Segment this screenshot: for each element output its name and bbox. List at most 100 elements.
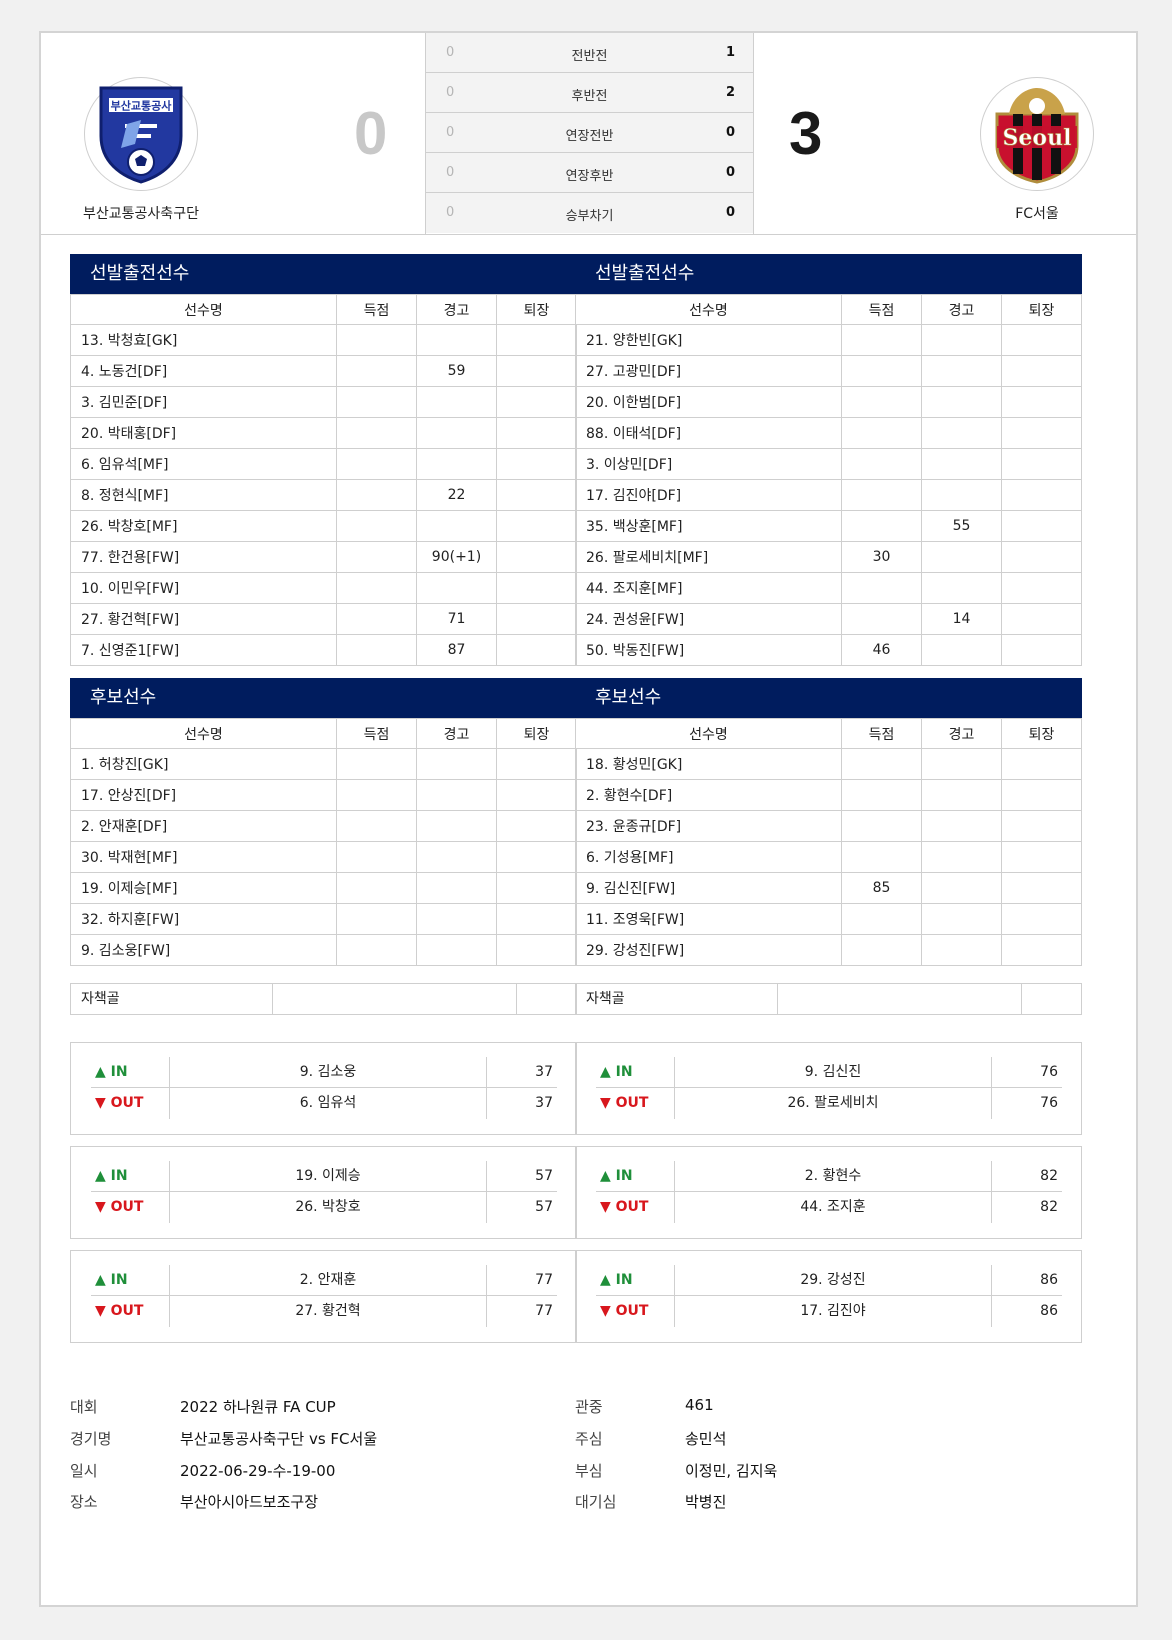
goal-minute-cell xyxy=(336,448,417,480)
sent-off-cell xyxy=(1001,810,1082,842)
away-score: 3 xyxy=(789,100,823,167)
player-row: 17. 안상진[DF] xyxy=(70,779,577,811)
warning-minute-cell xyxy=(416,872,497,904)
player-row: 6. 임유석[MF] xyxy=(70,448,577,480)
player-name-cell: 8. 정현식[MF] xyxy=(70,479,337,511)
goal-minute-cell xyxy=(336,355,417,387)
sub-out-label: ▼ OUT xyxy=(91,1088,170,1119)
sub-out-minute: 57 xyxy=(535,1199,553,1215)
sub-out-minute: 86 xyxy=(1040,1303,1058,1319)
player-row: 26. 박창호[MF] xyxy=(70,510,577,542)
player-name-cell: 23. 윤종규[DF] xyxy=(575,810,842,842)
sent-off-cell xyxy=(496,324,577,356)
player-row: 32. 하지훈[FW] xyxy=(70,903,577,935)
player-row: 2. 안재훈[DF] xyxy=(70,810,577,842)
sent-off-cell xyxy=(496,572,577,604)
player-row: 19. 이제승[MF] xyxy=(70,872,577,904)
player-row: 8. 정현식[MF] 22 xyxy=(70,479,577,511)
sub-out-player: 27. 황건혁 xyxy=(170,1296,487,1327)
col-name-header: 선수명 xyxy=(70,294,337,325)
info-value: 송민석 xyxy=(685,1430,727,1448)
player-row: 26. 팔로세비치[MF] 30 xyxy=(575,541,1082,573)
sent-off-cell xyxy=(496,510,577,542)
period-label: 연장전반 xyxy=(565,129,614,144)
sub-in-player: 9. 김소웅 xyxy=(170,1057,487,1087)
goal-minute-cell xyxy=(336,541,417,573)
sub-out-player: 26. 팔로세비치 xyxy=(675,1088,992,1119)
own-goal-player xyxy=(778,984,1022,1014)
player-name-cell: 27. 황건혁[FW] xyxy=(70,603,337,635)
away-team: Seoul FC서울 xyxy=(980,77,1094,223)
sent-off-cell xyxy=(496,603,577,635)
match-report-card: 부산교통공사 부산교통공사축구단 0 0 전반전 1 0 후반전 2 xyxy=(39,31,1138,1607)
goal-minute-cell xyxy=(841,903,922,935)
warning-minute-cell xyxy=(921,386,1002,418)
sent-off-cell xyxy=(1001,541,1082,573)
sub-in-minute: 76 xyxy=(1040,1064,1058,1080)
goal-minute-cell xyxy=(336,934,417,966)
col-name-header: 선수명 xyxy=(70,718,337,749)
period-home-score: 0 xyxy=(446,165,455,180)
sub-out-player: 44. 조지훈 xyxy=(675,1192,992,1223)
goal-minute-cell xyxy=(336,748,417,780)
sub-out-player: 6. 임유석 xyxy=(170,1088,487,1119)
panel-title: 후보선수 xyxy=(70,678,577,718)
player-row: 3. 이상민[DF] xyxy=(575,448,1082,480)
warning-minute-cell xyxy=(921,810,1002,842)
sent-off-cell xyxy=(1001,448,1082,480)
warning-minute-cell xyxy=(416,779,497,811)
goal-minute-cell xyxy=(336,841,417,873)
table-header-row: 선수명 득점 경고 퇴장 xyxy=(575,294,1082,325)
table-header-row: 선수명 득점 경고 퇴장 xyxy=(70,294,577,325)
warning-minute-cell xyxy=(416,841,497,873)
sent-off-cell xyxy=(1001,355,1082,387)
goal-minute-cell: 30 xyxy=(841,541,922,573)
player-row: 29. 강성진[FW] xyxy=(575,934,1082,966)
player-row: 3. 김민준[DF] xyxy=(70,386,577,418)
goal-minute-cell xyxy=(841,572,922,604)
col-sent-header: 퇴장 xyxy=(1001,294,1082,325)
col-goal-header: 득점 xyxy=(336,294,417,325)
period-row: 0 연장전반 0 xyxy=(426,113,753,153)
sent-off-cell xyxy=(1001,510,1082,542)
goal-minute-cell xyxy=(841,810,922,842)
period-away-score: 2 xyxy=(725,85,735,100)
warning-minute-cell: 87 xyxy=(416,634,497,666)
sent-off-cell xyxy=(496,872,577,904)
player-name-cell: 9. 김소웅[FW] xyxy=(70,934,337,966)
player-name-cell: 30. 박재현[MF] xyxy=(70,841,337,873)
warning-minute-cell: 59 xyxy=(416,355,497,387)
player-name-cell: 32. 하지훈[FW] xyxy=(70,903,337,935)
away-logo-text: Seoul xyxy=(1003,125,1072,151)
sent-off-cell xyxy=(1001,779,1082,811)
player-row: 18. 황성민[GK] xyxy=(575,748,1082,780)
warning-minute-cell: 71 xyxy=(416,603,497,635)
goal-minute-cell xyxy=(336,324,417,356)
period-away-score: 0 xyxy=(725,125,735,140)
col-sent-header: 퇴장 xyxy=(1001,718,1082,749)
col-sent-header: 퇴장 xyxy=(496,718,577,749)
player-row: 21. 양한빈[GK] xyxy=(575,324,1082,356)
period-home-score: 0 xyxy=(446,45,455,60)
warning-minute-cell xyxy=(416,903,497,935)
player-row: 27. 고광민[DF] xyxy=(575,355,1082,387)
home-substitution: ▲ IN 19. 이제승 57 ▼ OUT 26. 박창호 57 xyxy=(70,1146,577,1239)
sent-off-cell xyxy=(496,479,577,511)
away-bench-table: 선수명 득점 경고 퇴장 18. 황성민[GK] 2. 황현수[DF] 23. 윤종… xyxy=(575,718,1082,966)
info-label: 대회 xyxy=(70,1398,98,1416)
player-name-cell: 13. 박청효[GK] xyxy=(70,324,337,356)
away-starters-panel: 선발출전선수 선수명 득점 경고 퇴장 21. 양한빈[GK] 27. 고광민[D… xyxy=(575,254,1082,666)
sent-off-cell xyxy=(1001,748,1082,780)
sub-in-label: ▲ IN xyxy=(596,1057,675,1087)
sub-out-label: ▼ OUT xyxy=(596,1192,675,1223)
goal-minute-cell xyxy=(841,779,922,811)
sent-off-cell xyxy=(496,541,577,573)
info-value: 부산교통공사축구단 vs FC서울 xyxy=(180,1430,378,1448)
goal-minute-cell xyxy=(336,903,417,935)
sub-in-minute: 37 xyxy=(535,1064,553,1080)
sub-in-player: 9. 김신진 xyxy=(675,1057,992,1087)
sent-off-cell xyxy=(1001,386,1082,418)
goal-minute-cell xyxy=(336,634,417,666)
player-row: 44. 조지훈[MF] xyxy=(575,572,1082,604)
info-value: 박병진 xyxy=(685,1493,727,1511)
